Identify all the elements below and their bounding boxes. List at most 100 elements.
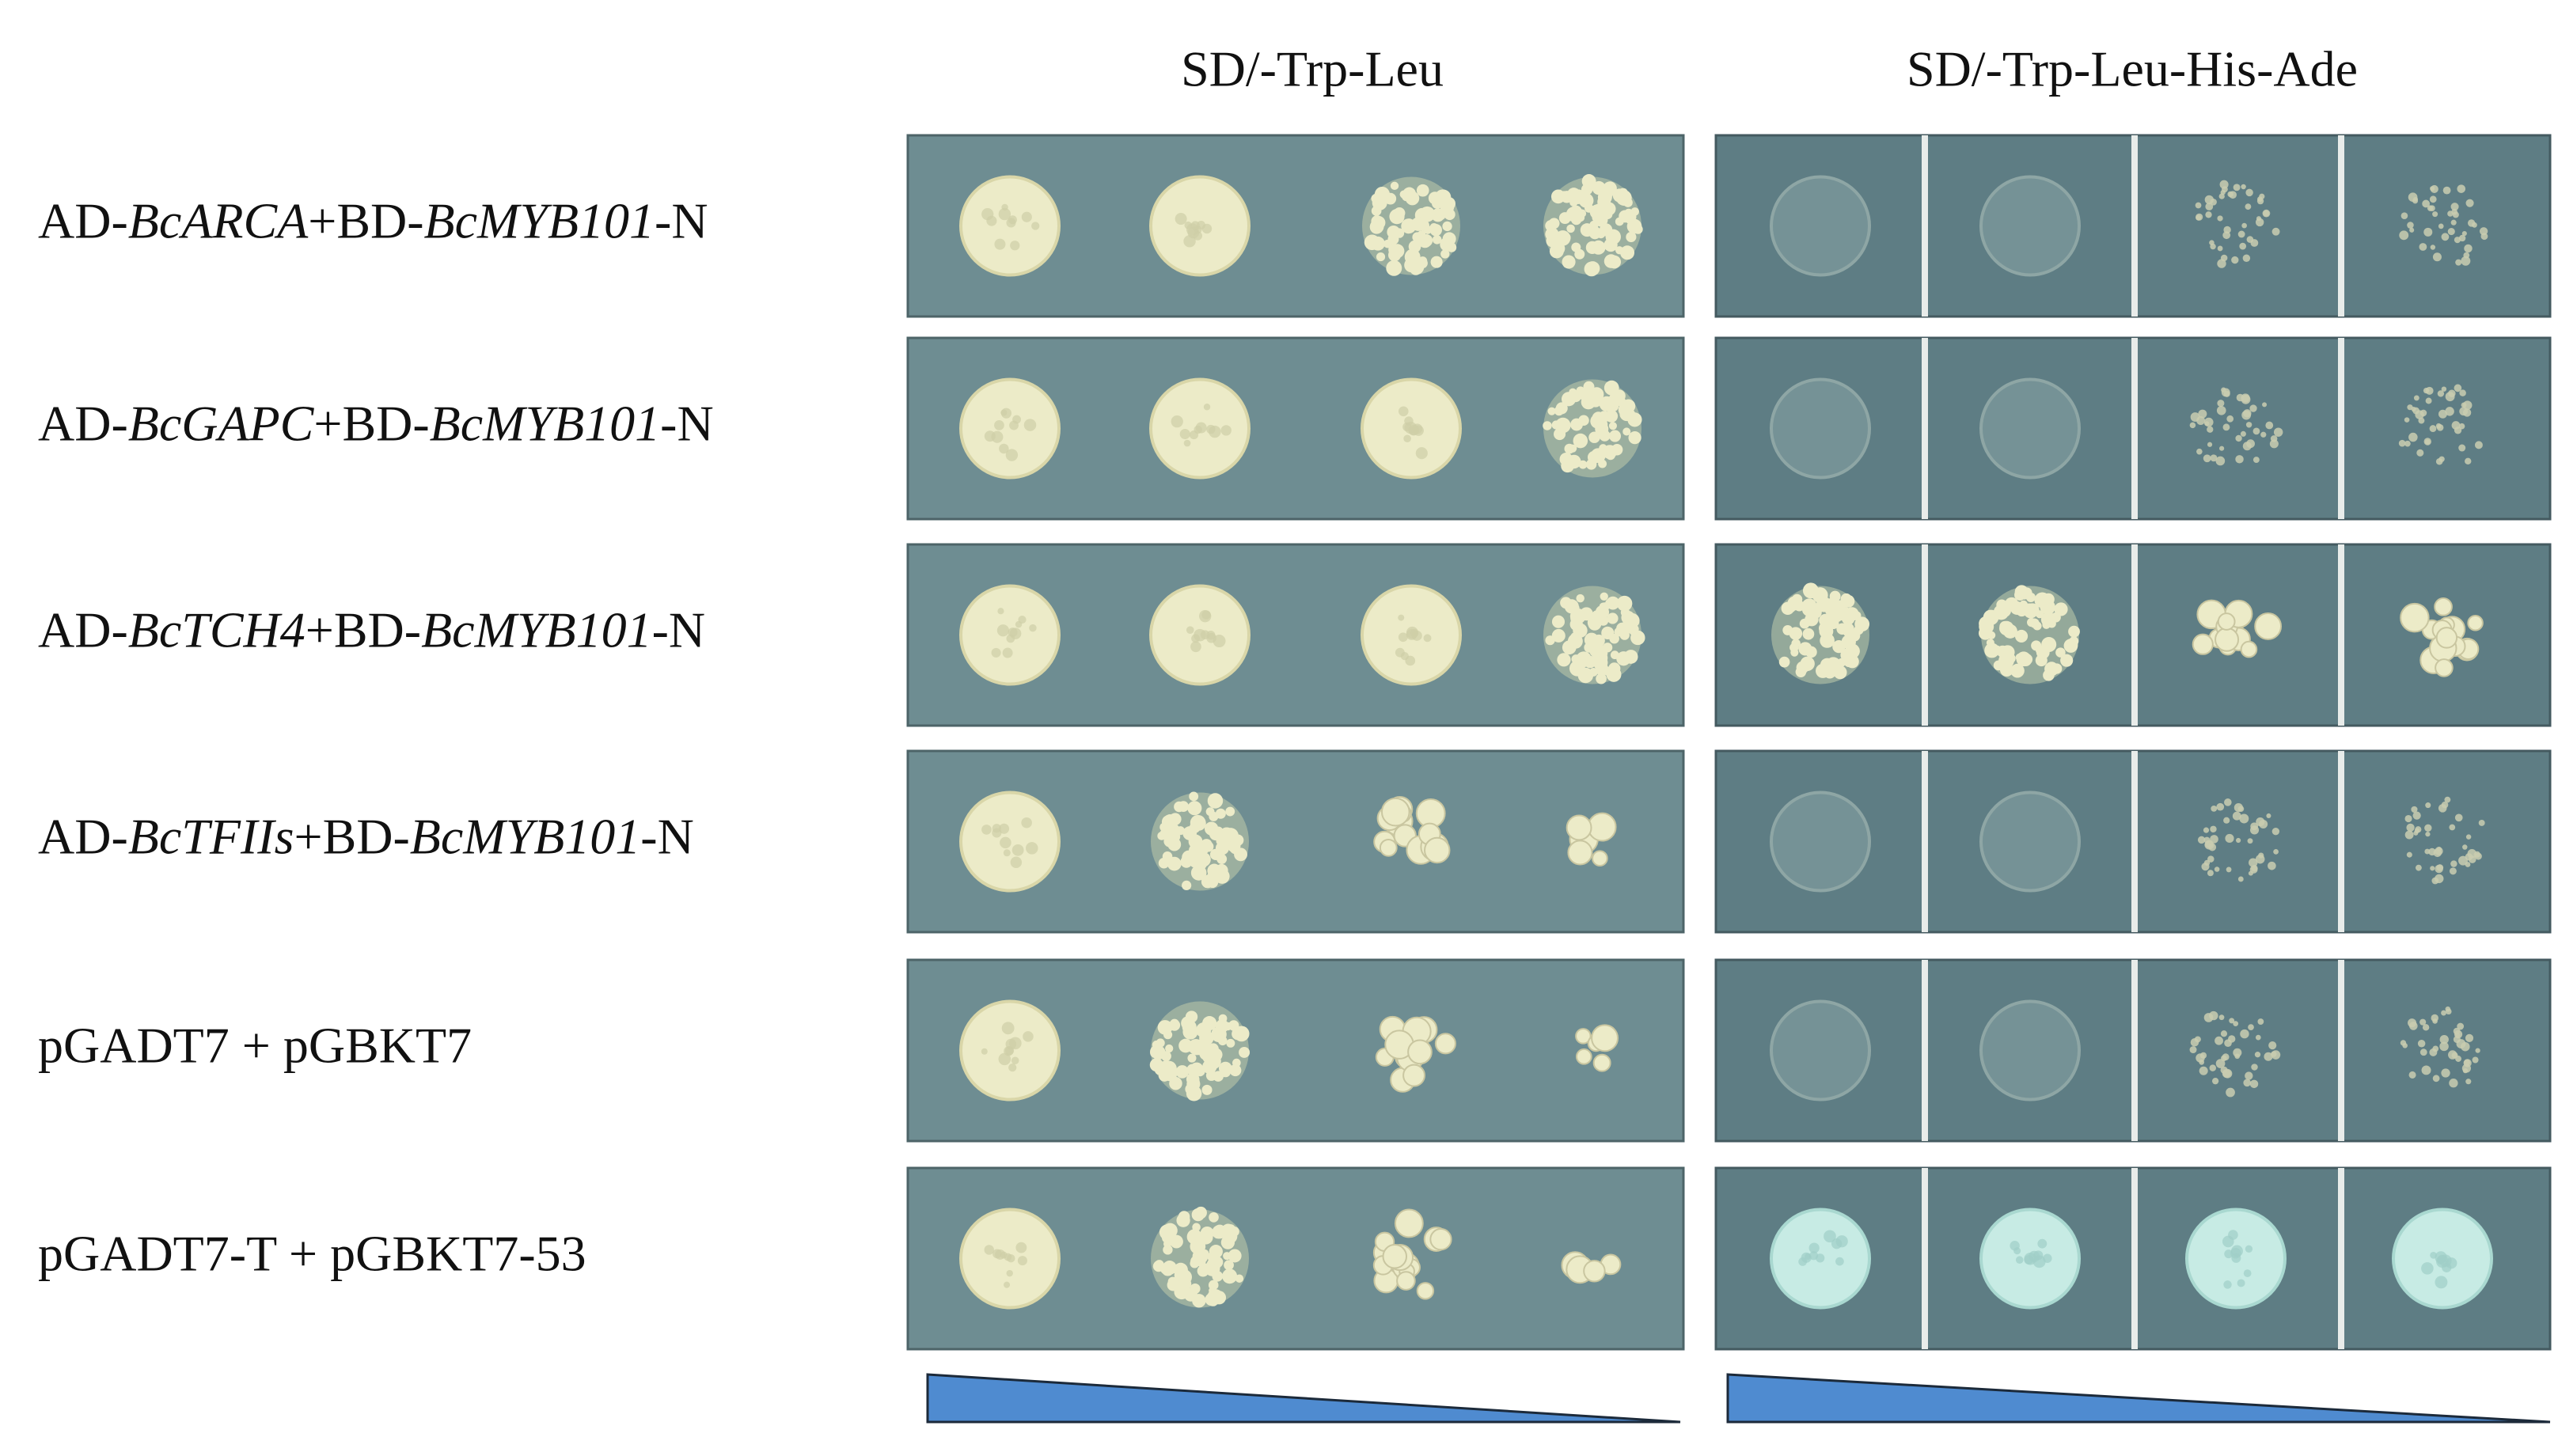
colony xyxy=(1566,224,1575,233)
colony xyxy=(1170,1018,1179,1029)
yeast-spot xyxy=(959,175,1061,277)
colony xyxy=(1619,630,1630,640)
micro-colony xyxy=(2454,237,2461,244)
yeast-spot xyxy=(1361,584,1462,686)
colony xyxy=(1624,213,1635,224)
micro-colony xyxy=(2241,393,2250,403)
colony xyxy=(1169,1234,1183,1249)
micro-colony xyxy=(2265,421,2274,430)
colony xyxy=(1390,181,1399,191)
micro-colony xyxy=(2432,211,2438,218)
colony xyxy=(2467,614,2484,631)
colony-texture xyxy=(981,825,992,835)
colony xyxy=(1996,599,2008,611)
micro-colony xyxy=(2422,1024,2430,1031)
colony xyxy=(1197,1265,1209,1277)
micro-colony xyxy=(2429,195,2437,203)
yeast-spot xyxy=(959,999,1061,1101)
colony-texture xyxy=(1213,635,1226,648)
micro-colony xyxy=(2222,423,2230,431)
colony-texture xyxy=(1175,213,1187,226)
yeast-spot xyxy=(1149,175,1251,277)
micro-colony xyxy=(2195,202,2202,209)
colony xyxy=(1550,189,1566,204)
micro-colony xyxy=(2424,824,2432,832)
yeast-spot xyxy=(2192,599,2283,658)
colony-texture xyxy=(1010,241,1020,251)
micro-colony xyxy=(2433,848,2442,858)
colony-texture xyxy=(1171,415,1183,428)
label-segment: +BD- xyxy=(306,601,421,658)
colony xyxy=(1599,430,1611,442)
colony xyxy=(1209,795,1220,806)
micro-colony xyxy=(2190,1038,2199,1047)
colony-texture xyxy=(1423,634,1432,643)
label-segment: BcMYB101 xyxy=(410,808,641,864)
micro-colony xyxy=(2465,834,2472,840)
label-segment: +BD- xyxy=(308,192,423,248)
colony-texture xyxy=(999,823,1010,834)
micro-colony xyxy=(2449,1079,2458,1088)
micro-colony xyxy=(2450,860,2457,867)
colony xyxy=(1567,454,1581,469)
label-segment: BcMYB101 xyxy=(430,395,661,451)
micro-colony xyxy=(2419,243,2427,251)
colony xyxy=(1584,395,1594,404)
colony xyxy=(1216,836,1225,846)
colony xyxy=(1386,260,1402,276)
yeast-spot xyxy=(2195,180,2280,268)
micro-colony xyxy=(2451,208,2457,215)
plate-divider xyxy=(2131,544,2138,726)
colony xyxy=(1206,876,1219,889)
colony-texture xyxy=(998,1052,1011,1066)
micro-colony xyxy=(2229,1018,2235,1024)
micro-colony xyxy=(2412,198,2419,204)
micro-colony xyxy=(2454,384,2462,392)
colony-texture xyxy=(1183,439,1191,447)
colony-texture xyxy=(1835,1257,1844,1266)
plate-divider xyxy=(2338,135,2344,317)
colony xyxy=(1571,214,1582,226)
colony xyxy=(1432,198,1443,209)
micro-colony xyxy=(2233,1048,2242,1057)
colony xyxy=(1626,231,1637,243)
colony xyxy=(1201,1022,1211,1033)
micro-colony xyxy=(2259,819,2268,828)
colony xyxy=(1583,1260,1606,1283)
micro-colony xyxy=(2217,215,2223,222)
colony-texture xyxy=(1190,221,1200,230)
micro-colony xyxy=(2447,228,2455,236)
micro-colony xyxy=(2455,259,2462,266)
micro-colony xyxy=(2216,405,2226,415)
colony xyxy=(1178,1211,1190,1223)
micro-colony xyxy=(2219,180,2229,189)
colony xyxy=(1226,1038,1235,1048)
colony xyxy=(1558,212,1571,225)
colony xyxy=(1228,1249,1242,1263)
colony-texture xyxy=(1191,634,1201,643)
row-label: pGADT7 + pGBKT7 xyxy=(38,1017,472,1073)
colony xyxy=(1585,241,1599,254)
colony xyxy=(1235,1026,1247,1038)
colony xyxy=(2021,587,2032,598)
colony xyxy=(1568,444,1577,453)
colony xyxy=(1778,656,1790,668)
colony xyxy=(1429,223,1442,237)
micro-colony xyxy=(2400,1040,2407,1046)
colony-texture xyxy=(1200,630,1210,640)
colony-texture xyxy=(1406,626,1418,639)
colony-texture xyxy=(1184,221,1193,229)
colony xyxy=(2400,602,2430,633)
colony xyxy=(1430,256,1443,268)
colony xyxy=(1588,226,1601,239)
colony xyxy=(1555,402,1568,415)
colony xyxy=(1574,248,1585,260)
micro-colony xyxy=(2209,240,2215,246)
micro-colony xyxy=(2268,861,2276,870)
colony xyxy=(1607,612,1619,624)
micro-colony xyxy=(2404,417,2410,423)
colony xyxy=(1440,249,1450,259)
colony xyxy=(1567,840,1593,866)
colony-texture xyxy=(2024,1255,2034,1265)
colony-texture xyxy=(1023,419,1037,431)
